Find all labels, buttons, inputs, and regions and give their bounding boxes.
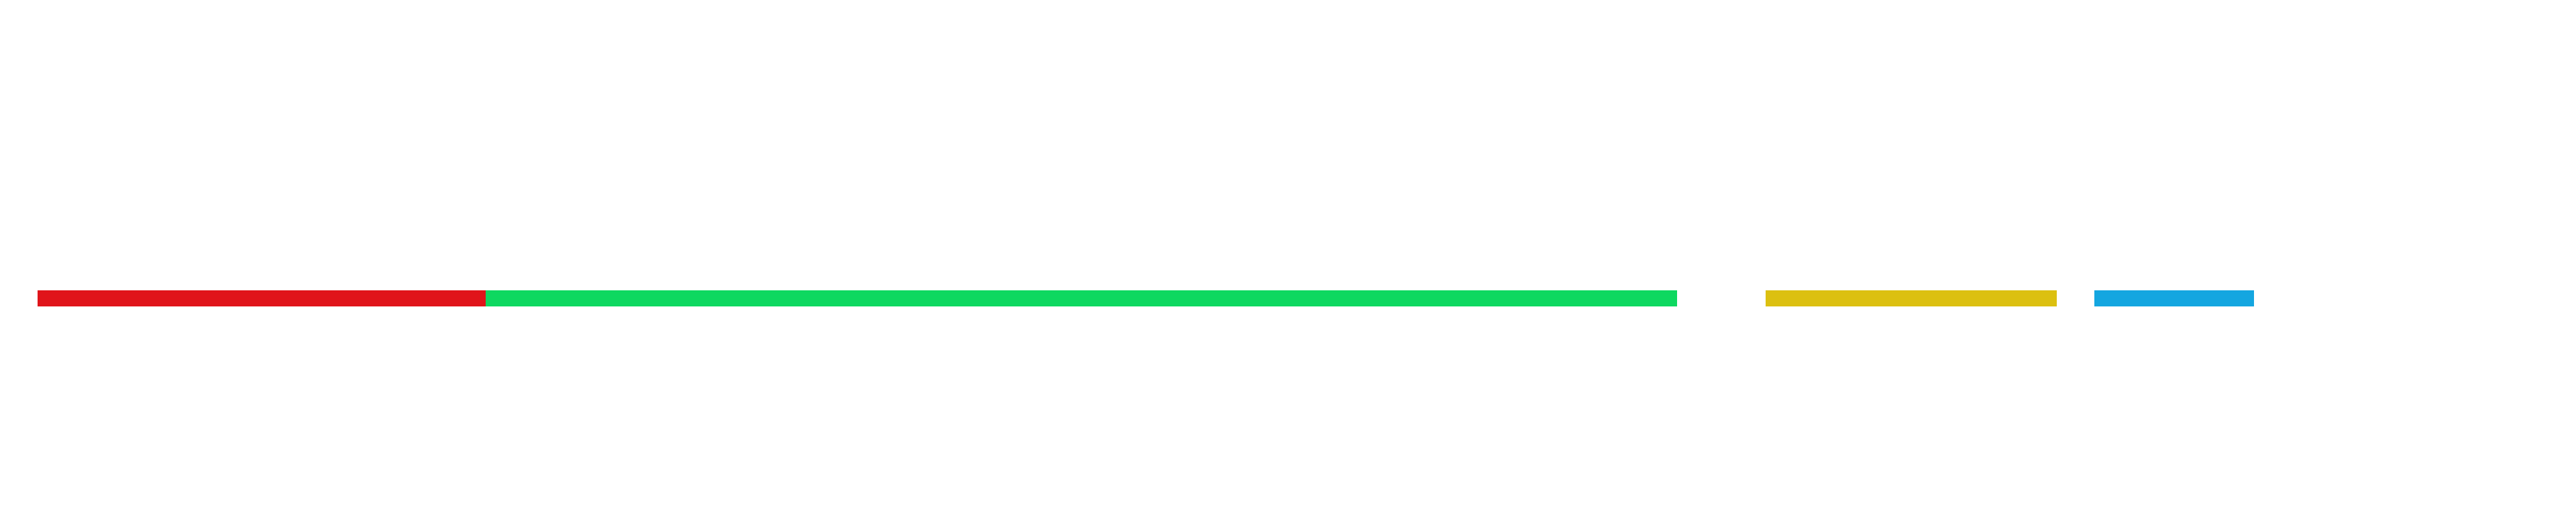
red-segment	[38, 290, 486, 306]
blue-segment	[2094, 290, 2254, 306]
green-segment	[486, 290, 1677, 306]
yellow-segment	[1766, 290, 2057, 306]
